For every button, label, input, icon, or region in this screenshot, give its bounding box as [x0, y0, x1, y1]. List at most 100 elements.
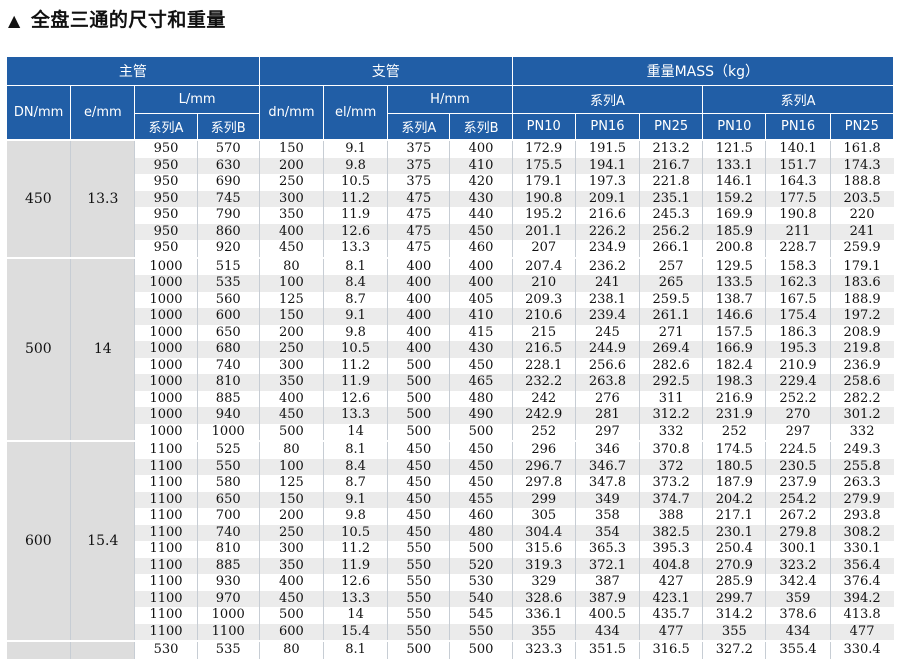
- table-cell: 296: [511, 440, 576, 459]
- table-cell: 216.6: [574, 207, 640, 224]
- table-cell: 970: [196, 590, 260, 607]
- table-cell: 252.2: [765, 390, 831, 407]
- table-cell: 252: [511, 423, 576, 441]
- l-series-b-header: 系列B: [196, 113, 260, 141]
- table-cell: 400: [258, 223, 324, 240]
- table-cell: 80: [258, 440, 324, 459]
- table-cell: 237.9: [765, 475, 831, 492]
- table-cell: 394.2: [829, 590, 894, 607]
- table-cell: 8.7: [323, 291, 388, 308]
- table-row: 950 630 200 9.8 375 410 175.5 194.1 216.7 133.1 15…: [7, 157, 894, 174]
- table-cell: 177.5: [765, 190, 831, 207]
- table-cell: 238.1: [574, 291, 640, 308]
- table-cell: 328.6: [511, 590, 576, 607]
- table-cell: 450: [387, 440, 450, 459]
- table-cell: 382.5: [639, 524, 703, 541]
- table-cell: 10.5: [323, 524, 388, 541]
- table-cell: 1100: [134, 491, 198, 508]
- table-cell: 245.3: [639, 207, 703, 224]
- table-cell: 282.6: [639, 357, 703, 374]
- table-cell: 885: [196, 557, 260, 574]
- table-cell: 281: [574, 407, 640, 424]
- table-cell: 450: [449, 440, 513, 459]
- table-cell: 207.4: [511, 256, 576, 275]
- table-cell: 500: [387, 374, 450, 391]
- table-cell: 475: [387, 207, 450, 224]
- table-cell: 336.1: [511, 607, 576, 624]
- pn25-header-1: PN25: [639, 113, 704, 141]
- table-cell: 400.5: [574, 607, 640, 624]
- table-cell: 257: [639, 256, 703, 275]
- table-cell: 500: [449, 640, 513, 659]
- table-cell: 400: [387, 308, 450, 325]
- table-row: 950 745 300 11.2 475 430 190.8 209.1 235.1 159.2 1…: [7, 190, 894, 207]
- table-cell: 254.2: [765, 491, 831, 508]
- table-cell: 332: [829, 423, 894, 441]
- table-cell: 220: [829, 207, 894, 224]
- table-cell: 920: [196, 240, 260, 258]
- table-cell: 500: [258, 423, 324, 441]
- table-cell: 358: [574, 508, 640, 525]
- table-cell: 349: [574, 491, 640, 508]
- table-row: 450 13.3 950 570 150 9.1 375 400 172.9 191.5 213.2…: [6, 139, 894, 258]
- table-cell: 540: [449, 590, 513, 607]
- table-cell: 450: [258, 240, 324, 258]
- table-cell: 250: [258, 174, 324, 191]
- table-cell: 530: [134, 640, 198, 659]
- table-cell: 15.4: [323, 623, 388, 641]
- table-cell: 365.3: [574, 541, 640, 558]
- table-cell: 434: [574, 623, 640, 641]
- table-cell: 950: [134, 223, 198, 240]
- table-cell: 241: [829, 223, 894, 240]
- table-cell: 146.6: [702, 308, 766, 325]
- table-cell: 434: [765, 623, 831, 641]
- table-cell: 400: [387, 341, 450, 358]
- table-cell: 600: [258, 623, 324, 641]
- table-cell: 236.9: [829, 357, 894, 374]
- table-row: 1100 580 125 8.7 450 450 297.8 347.8 373.2 187.9 2…: [7, 475, 894, 492]
- table-cell: 80: [258, 640, 324, 659]
- table-cell: 210.9: [765, 357, 831, 374]
- table-cell: 1100: [134, 440, 198, 459]
- table-cell: 347.8: [574, 475, 640, 492]
- table-cell: 1000: [134, 407, 198, 424]
- table-cell: 1000: [134, 308, 198, 325]
- table-cell: 372.1: [574, 557, 640, 574]
- table-cell: 276: [574, 390, 640, 407]
- table-cell: 477: [829, 623, 894, 641]
- table-cell: 300.1: [765, 541, 831, 558]
- table-cell: 11.9: [323, 207, 388, 224]
- table-cell: 301.2: [829, 407, 894, 424]
- table-cell: 216.7: [639, 157, 703, 174]
- table-cell: 219.8: [829, 341, 894, 358]
- table-cell: 375: [387, 139, 450, 158]
- table-cell: 500: [449, 423, 513, 441]
- table-cell: 1100: [134, 508, 198, 525]
- l-series-a-header: 系列A: [134, 113, 198, 141]
- table-cell: 550: [387, 607, 450, 624]
- table-cell: 530: [449, 574, 513, 591]
- table-cell: 1100: [134, 475, 198, 492]
- table-cell: 213.2: [639, 139, 703, 158]
- table-cell: 221.8: [639, 174, 703, 191]
- table-cell: 150: [258, 308, 324, 325]
- table-cell: 329: [511, 574, 576, 591]
- table-cell: 235.1: [639, 190, 703, 207]
- table-row: 950 790 350 11.9 475 440 195.2 216.6 245.3 169.9 1…: [7, 207, 894, 224]
- table-cell: 174.3: [829, 157, 894, 174]
- table-cell: 182.4: [702, 357, 766, 374]
- table-cell: 266.1: [639, 240, 703, 258]
- table-cell: 316.5: [639, 640, 703, 659]
- table-cell: 300: [258, 541, 324, 558]
- table-row: 950 920 450 13.3 475 460 207 234.9 266.1 200.8 228…: [7, 240, 894, 258]
- table-cell: 332: [639, 423, 703, 441]
- table-cell: 475: [387, 240, 450, 258]
- table-row: 500 14 1000 515 80 8.1 400 400 207.4 236.2 257 129.…: [6, 256, 894, 441]
- table-cell: 162.3: [765, 275, 831, 292]
- table-cell: 475: [387, 190, 450, 207]
- table-cell: 400: [449, 139, 513, 158]
- table-cell: 150: [258, 491, 324, 508]
- table-row: 1000 1000 500 14 500 500 252 297 332 252 297 332: [7, 423, 894, 441]
- e-cell: 15.4: [70, 440, 135, 641]
- table-cell: 323.3: [511, 640, 576, 659]
